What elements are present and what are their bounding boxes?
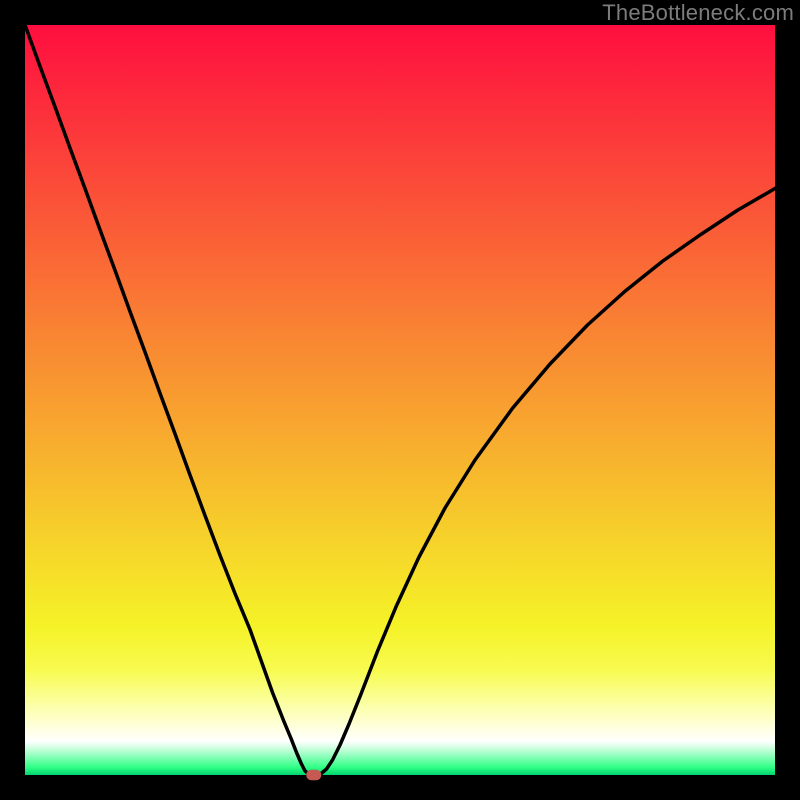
watermark-text: TheBottleneck.com xyxy=(602,0,794,26)
gradient-background xyxy=(25,25,775,775)
chart-svg xyxy=(0,0,800,800)
chart-stage: TheBottleneck.com xyxy=(0,0,800,800)
current-config-marker xyxy=(306,770,321,781)
